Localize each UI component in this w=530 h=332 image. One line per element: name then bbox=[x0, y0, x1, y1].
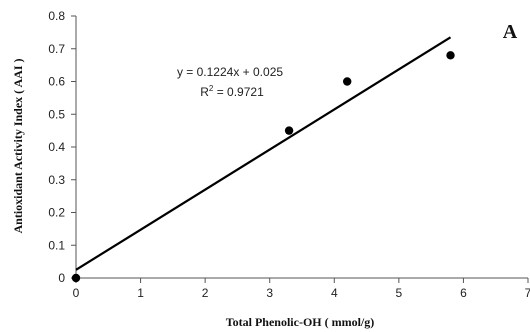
y-tick-label: 0.1 bbox=[48, 238, 65, 252]
data-point bbox=[446, 51, 455, 60]
r-squared-prefix: R bbox=[200, 85, 209, 99]
y-tick-label: 0.3 bbox=[48, 173, 65, 187]
y-tick-label: 0 bbox=[58, 271, 65, 285]
y-tick-label: 0.6 bbox=[48, 75, 65, 89]
y-tick-label: 0.5 bbox=[48, 107, 65, 121]
data-point bbox=[71, 273, 81, 283]
data-point bbox=[343, 77, 352, 86]
data-point bbox=[284, 126, 294, 135]
trendline bbox=[75, 36, 452, 271]
r-squared-value: = 0.9721 bbox=[213, 85, 264, 99]
axes bbox=[71, 15, 529, 283]
r-squared-label: R2 = 0.9721 bbox=[200, 84, 264, 99]
y-tick-label: 0.8 bbox=[48, 9, 65, 23]
tick-labels: 0 1 2 3 4 5 6 7 0 0.1 0.2 0.3 0.4 0.5 0.6 0.7 0.8 bbox=[48, 9, 530, 300]
x-tick-label: 7 bbox=[525, 286, 530, 300]
x-tick-label: 3 bbox=[266, 286, 273, 300]
y-tick-label: 0.2 bbox=[48, 206, 65, 220]
x-tick-label: 0 bbox=[73, 286, 80, 300]
regression-equation: y = 0.1224x + 0.025 bbox=[177, 65, 283, 79]
panel-label: A bbox=[503, 21, 518, 43]
y-axis-title: Antioxidant Activity Index ( AAI ) bbox=[11, 58, 25, 233]
trendline-layer bbox=[75, 36, 452, 271]
x-tick-label: 5 bbox=[396, 286, 403, 300]
x-tick-label: 6 bbox=[460, 286, 467, 300]
x-tick-label: 1 bbox=[137, 286, 144, 300]
x-tick-label: 4 bbox=[331, 286, 338, 300]
x-axis-title: Total Phenolic-OH ( mmol/g) bbox=[226, 315, 375, 329]
x-tick-label: 2 bbox=[202, 286, 209, 300]
y-tick-label: 0.4 bbox=[48, 140, 65, 154]
r-squared-superscript: 2 bbox=[209, 84, 214, 93]
data-points bbox=[71, 51, 455, 283]
y-tick-label: 0.7 bbox=[48, 42, 65, 56]
